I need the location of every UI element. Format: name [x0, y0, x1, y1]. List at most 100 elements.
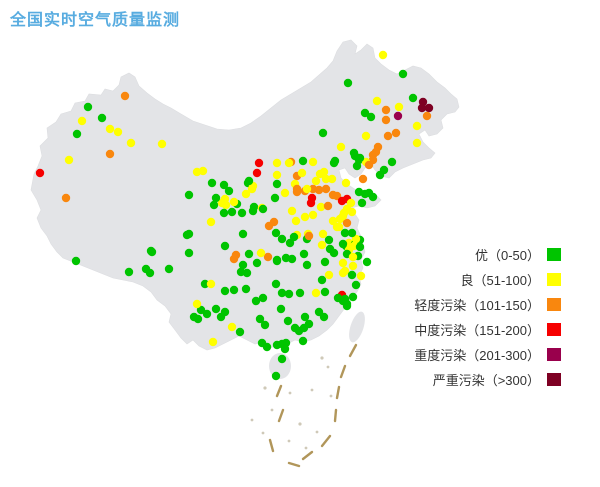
station-dot[interactable]: [277, 234, 287, 244]
station-dot[interactable]: [64, 155, 74, 165]
station-dot[interactable]: [324, 235, 334, 245]
station-dot[interactable]: [334, 222, 344, 232]
station-dot[interactable]: [311, 288, 321, 298]
station-dot[interactable]: [264, 221, 274, 231]
station-dot[interactable]: [147, 247, 157, 257]
station-dot[interactable]: [207, 178, 217, 188]
station-dot[interactable]: [381, 115, 391, 125]
station-dot[interactable]: [355, 242, 365, 252]
station-dot[interactable]: [412, 121, 422, 131]
station-dot[interactable]: [189, 312, 199, 322]
station-dot[interactable]: [235, 327, 245, 337]
station-dot[interactable]: [227, 322, 237, 332]
station-dot[interactable]: [184, 190, 194, 200]
station-dot[interactable]: [206, 279, 216, 289]
station-dot[interactable]: [368, 192, 378, 202]
station-dot[interactable]: [244, 176, 254, 186]
station-dot[interactable]: [276, 304, 286, 314]
station-dot[interactable]: [362, 257, 372, 267]
station-dot[interactable]: [196, 305, 206, 315]
station-dot[interactable]: [361, 131, 371, 141]
station-dot[interactable]: [298, 156, 308, 166]
station-dot[interactable]: [387, 157, 397, 167]
station-dot[interactable]: [272, 170, 282, 180]
station-dot[interactable]: [260, 320, 270, 330]
station-dot[interactable]: [360, 108, 370, 118]
station-dot[interactable]: [244, 249, 254, 259]
station-dot[interactable]: [277, 354, 287, 364]
station-dot[interactable]: [145, 268, 155, 278]
station-dot[interactable]: [198, 166, 208, 176]
station-dot[interactable]: [271, 279, 281, 289]
station-dot[interactable]: [297, 168, 307, 178]
station-dot[interactable]: [315, 169, 325, 179]
station-dot[interactable]: [105, 124, 115, 134]
station-dot[interactable]: [321, 174, 331, 184]
station-dot[interactable]: [237, 208, 247, 218]
station-dot[interactable]: [323, 201, 333, 211]
station-dot[interactable]: [285, 238, 295, 248]
station-dot[interactable]: [306, 198, 316, 208]
station-dot[interactable]: [224, 186, 234, 196]
station-dot[interactable]: [320, 287, 330, 297]
station-dot[interactable]: [328, 216, 338, 226]
station-dot[interactable]: [422, 111, 432, 121]
station-dot[interactable]: [113, 127, 123, 137]
station-dot[interactable]: [299, 249, 309, 259]
station-dot[interactable]: [289, 232, 299, 242]
station-dot[interactable]: [351, 234, 361, 244]
station-dot[interactable]: [352, 161, 362, 171]
station-dot[interactable]: [348, 292, 358, 302]
station-dot[interactable]: [229, 197, 239, 207]
station-dot[interactable]: [272, 340, 282, 350]
station-dot[interactable]: [120, 91, 130, 101]
station-dot[interactable]: [272, 256, 282, 266]
station-dot[interactable]: [408, 93, 418, 103]
station-dot[interactable]: [371, 147, 381, 157]
station-dot[interactable]: [83, 102, 93, 112]
station-dot[interactable]: [298, 336, 308, 346]
station-dot[interactable]: [304, 319, 314, 329]
station-dot[interactable]: [157, 139, 167, 149]
station-dot[interactable]: [300, 312, 310, 322]
station-dot[interactable]: [342, 299, 352, 309]
station-dot[interactable]: [271, 371, 281, 381]
station-dot[interactable]: [304, 231, 314, 241]
station-dot[interactable]: [61, 193, 71, 203]
station-dot[interactable]: [206, 217, 216, 227]
station-dot[interactable]: [256, 248, 266, 258]
station-dot[interactable]: [184, 248, 194, 258]
station-dot[interactable]: [270, 193, 280, 203]
station-dot[interactable]: [271, 228, 281, 238]
station-dot[interactable]: [252, 168, 262, 178]
station-dot[interactable]: [292, 187, 302, 197]
station-dot[interactable]: [72, 129, 82, 139]
station-dot[interactable]: [241, 189, 251, 199]
station-dot[interactable]: [200, 279, 210, 289]
station-dot[interactable]: [358, 174, 368, 184]
station-dot[interactable]: [317, 275, 327, 285]
station-dot[interactable]: [412, 138, 422, 148]
station-dot[interactable]: [347, 270, 357, 280]
station-dot[interactable]: [300, 212, 310, 222]
station-dot[interactable]: [317, 240, 327, 250]
station-dot[interactable]: [281, 338, 291, 348]
station-dot[interactable]: [249, 202, 259, 212]
station-dot[interactable]: [77, 116, 87, 126]
station-dot[interactable]: [355, 153, 365, 163]
station-dot[interactable]: [247, 184, 257, 194]
station-dot[interactable]: [229, 254, 239, 264]
station-dot[interactable]: [209, 200, 219, 210]
station-dot[interactable]: [272, 179, 282, 189]
station-dot[interactable]: [311, 176, 321, 186]
station-dot[interactable]: [238, 260, 248, 270]
station-dot[interactable]: [251, 296, 261, 306]
station-dot[interactable]: [258, 204, 268, 214]
station-dot[interactable]: [97, 113, 107, 123]
station-dot[interactable]: [342, 204, 352, 214]
station-dot[interactable]: [356, 271, 366, 281]
station-dot[interactable]: [318, 229, 328, 239]
station-dot[interactable]: [346, 198, 356, 208]
station-dot[interactable]: [347, 228, 357, 238]
station-dot[interactable]: [105, 149, 115, 159]
